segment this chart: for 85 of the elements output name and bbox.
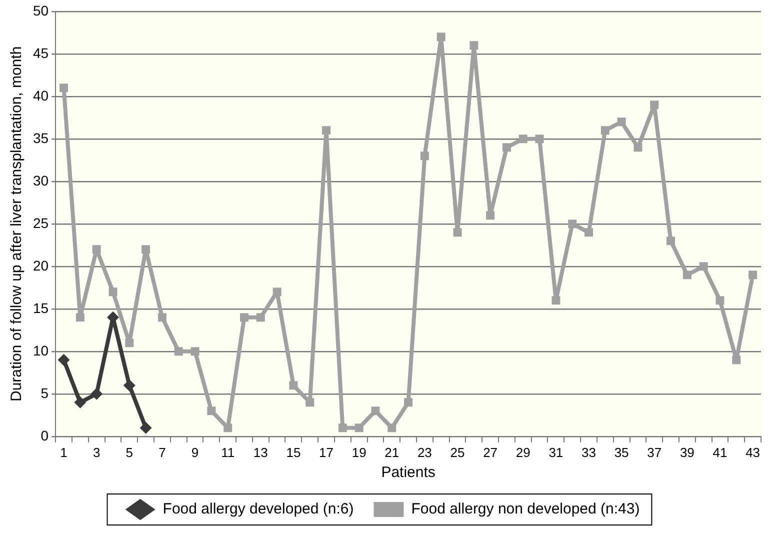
point — [420, 152, 429, 160]
y-tick-label: 25 — [32, 214, 49, 231]
point — [123, 379, 136, 392]
point — [224, 424, 232, 432]
x-tick-label: 33 — [582, 444, 596, 460]
point — [272, 288, 282, 296]
x-tick-label: 35 — [614, 444, 629, 460]
point — [650, 100, 659, 110]
x-tick-label: 11 — [221, 444, 235, 460]
point — [207, 406, 216, 416]
point — [108, 288, 118, 296]
x-tick-label: 39 — [680, 444, 694, 460]
point — [174, 347, 183, 356]
point — [682, 270, 692, 280]
point — [74, 396, 86, 408]
x-tick-label: 13 — [253, 444, 268, 460]
point — [634, 143, 642, 152]
point — [322, 126, 331, 135]
point — [486, 211, 495, 220]
x-axis-title: Patients — [381, 464, 436, 482]
point — [142, 245, 150, 254]
y-tick-label: 15 — [32, 300, 49, 316]
x-tick-label: 19 — [352, 444, 366, 460]
point — [371, 406, 380, 416]
x-tick-label: 17 — [319, 444, 334, 460]
point — [289, 381, 298, 390]
x-tick-label: 7 — [158, 444, 166, 460]
point — [568, 220, 577, 228]
x-tick-label: 27 — [483, 444, 498, 460]
legend-label: Food allergy developed (n:6) — [162, 500, 354, 518]
point — [518, 134, 528, 144]
point — [470, 41, 478, 50]
point — [732, 356, 741, 364]
point — [190, 347, 200, 356]
y-tick-label: 30 — [32, 172, 49, 188]
y-tick-label: 0 — [40, 427, 49, 444]
point — [354, 424, 364, 432]
point — [584, 228, 593, 237]
point — [158, 313, 166, 322]
x-tick-label: 5 — [126, 444, 134, 460]
y-axis-title: Duration of follow up after liver transplantation, month — [8, 46, 26, 402]
point — [535, 134, 544, 144]
point — [76, 313, 84, 322]
point — [748, 270, 758, 280]
x-tick-label: 31 — [548, 444, 564, 460]
y-tick-label: 10 — [32, 342, 49, 358]
point — [90, 388, 103, 400]
x-tick-label: 21 — [384, 444, 400, 460]
x-tick-label: 29 — [516, 444, 530, 460]
point — [600, 126, 610, 135]
y-tick-label: 35 — [32, 130, 49, 146]
point — [60, 84, 68, 92]
y-tick-label: 45 — [32, 44, 49, 61]
point — [699, 262, 708, 271]
y-tick-label: 40 — [32, 87, 49, 104]
y-tick-label: 5 — [40, 384, 49, 401]
x-tick-label: 15 — [286, 444, 301, 460]
point — [58, 354, 70, 366]
x-tick-label: 25 — [450, 444, 465, 460]
point — [617, 118, 626, 126]
point — [552, 296, 560, 305]
point — [140, 422, 152, 434]
x-tick-label: 23 — [417, 444, 432, 460]
legend-label: Food allergy non developed (n:43) — [411, 500, 640, 518]
x-tick-label: 3 — [92, 444, 100, 460]
point — [256, 313, 265, 322]
x-tick-label: 41 — [712, 444, 728, 460]
point — [92, 245, 101, 254]
point — [666, 236, 676, 246]
x-tick-label: 9 — [191, 444, 199, 460]
y-tick-label: 20 — [32, 257, 49, 274]
point — [502, 143, 511, 152]
point — [453, 228, 462, 237]
x-tick-label: 37 — [647, 444, 662, 460]
y-tick-label: 50 — [32, 2, 49, 18]
point — [306, 398, 314, 407]
x-tick-label: 43 — [746, 444, 760, 460]
point — [716, 296, 724, 305]
point — [436, 32, 446, 42]
x-tick-label: 1 — [60, 444, 68, 460]
point — [240, 313, 248, 322]
point — [125, 338, 134, 348]
point — [404, 398, 413, 407]
point — [388, 424, 396, 432]
point — [338, 424, 347, 432]
